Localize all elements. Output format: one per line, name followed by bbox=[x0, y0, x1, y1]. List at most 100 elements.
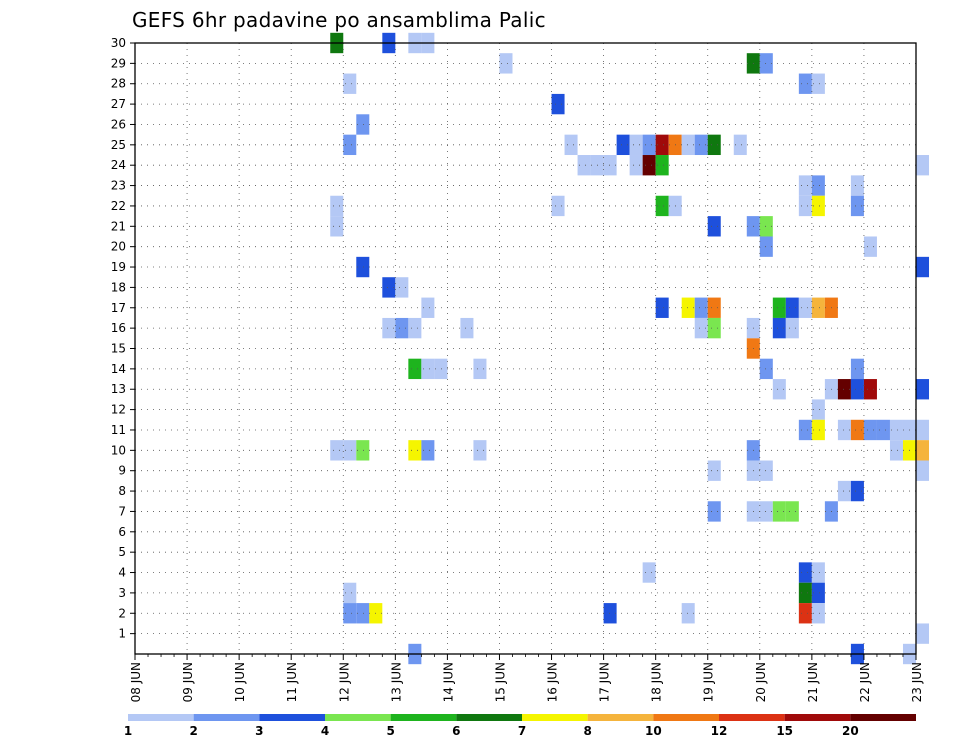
x-tick-label: 18 JUN bbox=[650, 662, 664, 702]
y-tick-label: 7 bbox=[118, 504, 126, 518]
precip-cell bbox=[642, 562, 656, 583]
legend-swatch bbox=[259, 714, 325, 721]
precip-cell bbox=[694, 317, 708, 339]
x-tick-label: 11 JUN bbox=[285, 662, 299, 702]
x-tick-label: 20 JUN bbox=[754, 662, 768, 702]
x-tick-label: 10 JUN bbox=[233, 662, 247, 702]
x-tick-label: 22 JUN bbox=[858, 662, 872, 702]
precip-cell bbox=[850, 480, 864, 502]
y-tick-label: 2 bbox=[118, 606, 126, 620]
precip-cell bbox=[837, 480, 851, 502]
precip-cell bbox=[642, 134, 656, 156]
y-tick-label: 25 bbox=[111, 138, 126, 152]
precip-cell bbox=[759, 216, 773, 237]
precip-cell bbox=[850, 195, 864, 217]
precip-cell bbox=[772, 297, 786, 318]
precip-cell bbox=[434, 358, 448, 380]
y-tick-label: 3 bbox=[118, 586, 126, 600]
precip-cell bbox=[707, 317, 721, 339]
precip-cell bbox=[655, 134, 669, 156]
y-tick-label: 26 bbox=[111, 117, 126, 131]
precip-cell bbox=[356, 440, 370, 461]
precip-cell bbox=[889, 419, 903, 441]
precip-cell bbox=[916, 256, 930, 278]
precip-cell bbox=[330, 216, 344, 237]
precip-cell bbox=[811, 582, 825, 604]
precip-cell bbox=[707, 216, 721, 237]
precip-cell bbox=[616, 134, 630, 156]
precip-cell bbox=[837, 379, 851, 400]
y-axis: 1234567891011121314151617181920212223242… bbox=[111, 36, 135, 641]
precip-cell bbox=[916, 155, 930, 176]
precip-cell bbox=[850, 379, 864, 400]
precip-cell bbox=[916, 623, 930, 644]
legend-swatch bbox=[390, 714, 457, 721]
x-tick-label: 21 JUN bbox=[806, 662, 820, 702]
precip-cell bbox=[733, 134, 747, 156]
x-tick-label: 14 JUN bbox=[441, 662, 455, 702]
precip-cell bbox=[785, 317, 799, 339]
precip-cell bbox=[759, 358, 773, 380]
y-tick-label: 15 bbox=[111, 342, 126, 356]
precip-cell bbox=[421, 358, 435, 380]
precip-cell bbox=[798, 297, 812, 318]
x-tick-label: 16 JUN bbox=[546, 662, 560, 702]
precip-cell bbox=[889, 440, 903, 461]
legend-swatch bbox=[193, 714, 260, 721]
precip-cell bbox=[551, 93, 565, 115]
y-tick-label: 6 bbox=[118, 525, 126, 539]
precip-cell bbox=[655, 155, 669, 176]
precip-cell bbox=[916, 440, 930, 461]
y-tick-label: 23 bbox=[111, 179, 126, 193]
precip-cell bbox=[811, 297, 825, 318]
y-tick-label: 16 bbox=[111, 321, 126, 335]
y-tick-label: 22 bbox=[111, 199, 126, 213]
precip-cell bbox=[707, 297, 721, 318]
precip-cell bbox=[863, 419, 877, 441]
y-tick-label: 12 bbox=[111, 403, 126, 417]
precip-cell bbox=[837, 419, 851, 441]
precip-cell bbox=[681, 134, 695, 156]
precip-cell bbox=[707, 134, 721, 156]
legend-swatch bbox=[653, 714, 719, 721]
precip-cell bbox=[798, 73, 812, 94]
y-tick-label: 9 bbox=[118, 464, 126, 478]
precip-cell bbox=[421, 297, 435, 318]
precip-cell bbox=[798, 603, 812, 624]
y-tick-label: 14 bbox=[111, 362, 126, 376]
precip-cell bbox=[798, 562, 812, 583]
y-tick-label: 8 bbox=[118, 484, 126, 498]
precip-cell bbox=[356, 114, 370, 135]
precip-cell bbox=[707, 501, 721, 522]
legend-label: 5 bbox=[386, 724, 394, 738]
y-tick-label: 13 bbox=[111, 382, 126, 396]
precip-cell bbox=[382, 317, 396, 339]
precip-cell bbox=[382, 277, 396, 298]
legend-swatch bbox=[522, 714, 588, 721]
precip-cell bbox=[759, 501, 773, 522]
precip-cell bbox=[811, 73, 825, 94]
legend-swatch bbox=[587, 714, 654, 721]
y-tick-label: 21 bbox=[111, 219, 126, 233]
precip-cell bbox=[798, 419, 812, 441]
precip-cell bbox=[798, 195, 812, 217]
precip-cell bbox=[759, 460, 773, 481]
legend-swatch bbox=[325, 714, 391, 721]
precip-cell bbox=[681, 603, 695, 624]
precip-cell bbox=[681, 297, 695, 318]
precip-cell bbox=[603, 603, 617, 624]
precip-cell bbox=[330, 440, 344, 461]
x-tick-label: 15 JUN bbox=[493, 662, 507, 702]
precip-cell bbox=[798, 175, 812, 196]
grid-lines bbox=[135, 43, 916, 654]
precip-cell bbox=[876, 419, 890, 441]
x-tick-label: 09 JUN bbox=[181, 662, 195, 702]
legend-swatch bbox=[128, 714, 194, 721]
precip-cell bbox=[785, 501, 799, 522]
y-tick-label: 27 bbox=[111, 97, 126, 111]
precip-cell bbox=[759, 53, 773, 74]
x-tick-label: 13 JUN bbox=[389, 662, 403, 702]
y-tick-label: 20 bbox=[111, 240, 126, 254]
precip-cell bbox=[395, 317, 409, 339]
